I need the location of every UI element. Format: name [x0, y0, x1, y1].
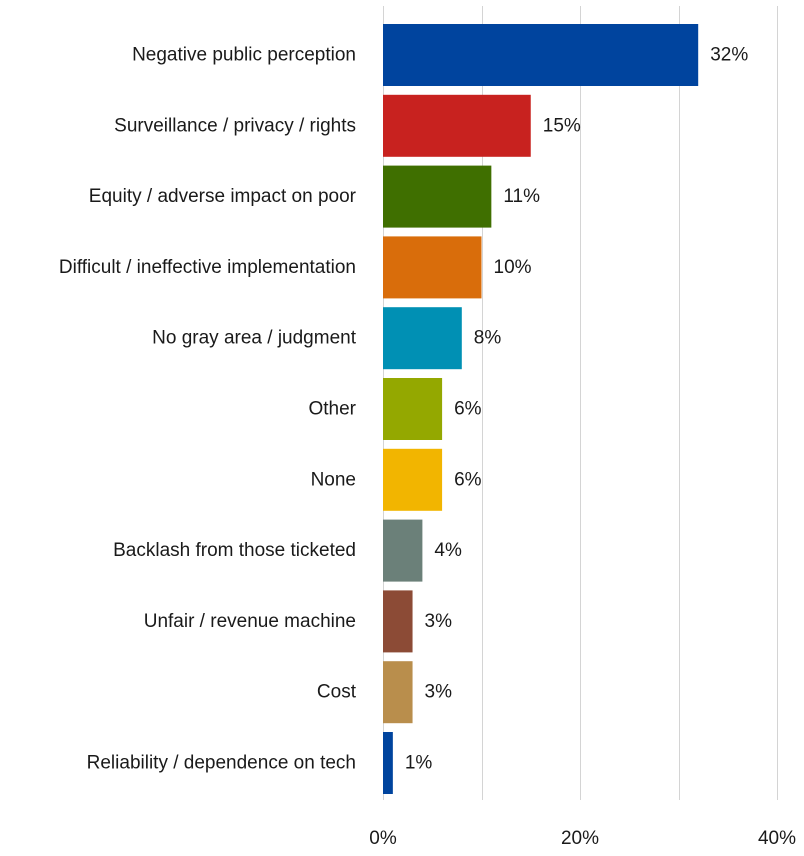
x-tick-label: 0% — [369, 828, 397, 849]
bar-3 — [383, 236, 482, 299]
value-label: 1% — [405, 753, 433, 774]
value-label: 6% — [454, 469, 482, 490]
category-label: None — [311, 469, 356, 490]
bar-6 — [383, 448, 443, 511]
x-tick-label: 40% — [758, 828, 796, 849]
value-labels: 32% 15% 11% 10% 8% 6% 6% 4% 3% 3% 1% — [405, 45, 748, 774]
value-label: 11% — [503, 186, 540, 207]
category-label: Backlash from those ticketed — [113, 540, 356, 561]
bar-5 — [383, 378, 443, 440]
bar-8 — [383, 590, 413, 653]
category-label: Difficult / ineffective implementation — [59, 257, 356, 278]
category-labels: Negative public perception Surveillance /… — [59, 45, 357, 774]
bar-9 — [383, 661, 413, 724]
x-tick-label: 20% — [561, 828, 599, 849]
bar-1 — [383, 94, 531, 157]
bar-0 — [383, 24, 699, 86]
value-label: 3% — [425, 611, 453, 632]
bar-7 — [383, 519, 423, 582]
category-label: Cost — [317, 682, 357, 703]
bar-10 — [383, 732, 393, 794]
bar-2 — [383, 165, 492, 228]
category-label: Equity / adverse impact on poor — [89, 186, 357, 207]
value-label: 10% — [494, 257, 532, 278]
category-label: Other — [308, 399, 356, 420]
x-axis-tick-labels: 0% 20% 40% — [369, 828, 796, 849]
category-label: No gray area / judgment — [152, 328, 357, 349]
value-label: 32% — [710, 45, 748, 66]
category-label: Unfair / revenue machine — [144, 611, 356, 632]
category-label: Negative public perception — [132, 45, 356, 66]
bars — [383, 24, 699, 794]
bar-4 — [383, 307, 462, 370]
category-label: Reliability / dependence on tech — [87, 753, 356, 774]
value-label: 3% — [425, 682, 453, 703]
category-label: Surveillance / privacy / rights — [114, 115, 356, 136]
value-label: 8% — [474, 328, 502, 349]
value-label: 6% — [454, 399, 482, 420]
value-label: 4% — [434, 540, 462, 561]
value-label: 15% — [543, 115, 581, 136]
